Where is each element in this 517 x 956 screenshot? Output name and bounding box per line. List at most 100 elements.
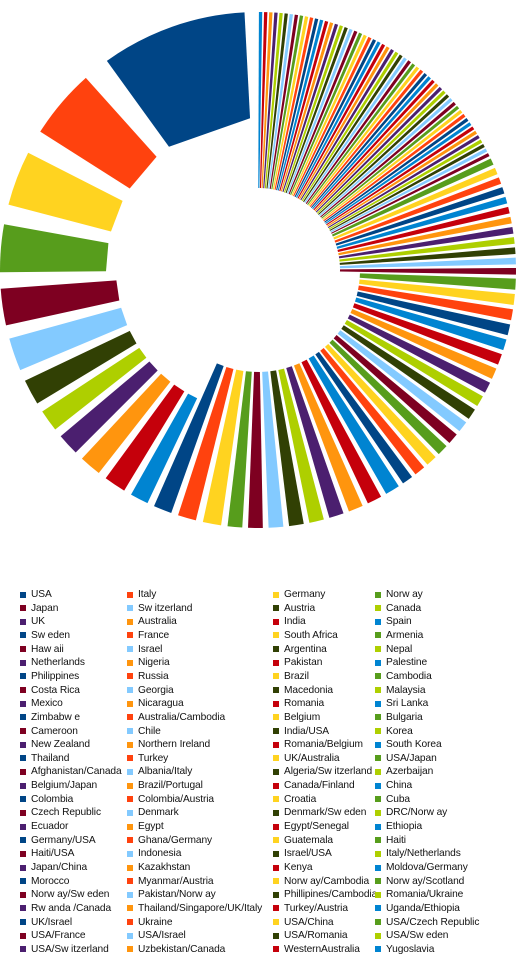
pie-slice-spain bbox=[131, 393, 198, 504]
pie-slice-australia bbox=[81, 373, 171, 474]
legend-label: Moldova/Germany bbox=[386, 862, 468, 873]
legend-label: Ghana/Germany bbox=[138, 834, 213, 846]
legend-item: Colombia bbox=[20, 793, 73, 806]
pie-slice-macedonia bbox=[341, 325, 475, 419]
legend-swatch bbox=[375, 632, 381, 639]
pie-slice-korea bbox=[339, 237, 515, 262]
legend-swatch bbox=[375, 714, 381, 721]
legend-label: Zimbabw e bbox=[31, 711, 80, 723]
legend-label: Canada bbox=[386, 602, 422, 614]
legend-label: Romania/Ukraine bbox=[386, 889, 464, 901]
pie-slice-denmark bbox=[319, 98, 453, 217]
legend-item: Sw eden bbox=[20, 629, 70, 642]
legend-swatch bbox=[127, 605, 133, 612]
pie-slice-israel-usa bbox=[303, 54, 403, 203]
legend-swatch bbox=[20, 728, 26, 734]
pie-slice-haw-aii bbox=[248, 371, 263, 528]
pie-slice-rw-anda-canada bbox=[282, 23, 339, 193]
legend-swatch bbox=[20, 741, 26, 748]
legend-swatch bbox=[127, 646, 133, 653]
legend-item: Malaysia bbox=[375, 684, 426, 697]
legend-item: Albania/Italy bbox=[127, 765, 192, 778]
legend-swatch bbox=[375, 878, 381, 885]
legend-item: Russia bbox=[127, 670, 169, 683]
legend-label: Norw ay bbox=[386, 589, 423, 600]
legend-item: UK bbox=[20, 615, 45, 628]
legend-label: Egypt bbox=[138, 821, 164, 833]
legend-item: Germany/USA bbox=[20, 834, 96, 847]
legend-item: Morocco bbox=[20, 875, 69, 888]
legend-swatch bbox=[20, 796, 26, 803]
legend-item: Haiti/USA bbox=[20, 847, 74, 860]
legend-swatch bbox=[273, 605, 279, 612]
legend-label: Australia/Cambodia bbox=[138, 711, 226, 723]
legend-label: Germany/USA bbox=[31, 834, 96, 846]
legend-swatch bbox=[375, 755, 381, 762]
legend-label: Albania/Italy bbox=[138, 766, 193, 778]
pie-slice-nicaragua bbox=[350, 309, 497, 379]
legend-swatch bbox=[127, 618, 133, 625]
pie-slice-uk bbox=[60, 361, 158, 453]
legend-swatch bbox=[273, 700, 279, 707]
pie-slice-ecuador bbox=[315, 86, 443, 213]
legend-label: Guatemala bbox=[284, 834, 333, 846]
legend-item: Norw ay/Sw eden bbox=[20, 888, 109, 901]
legend-item: USA/Romania bbox=[273, 929, 348, 942]
legend-swatch bbox=[20, 946, 26, 953]
legend-swatch bbox=[20, 768, 26, 775]
legend-item: USA bbox=[20, 588, 52, 601]
pie-slice-egypt bbox=[314, 83, 439, 212]
legend-label: UK/Israel bbox=[31, 916, 72, 928]
legend-swatch bbox=[20, 646, 26, 653]
legend-item: Japan bbox=[20, 602, 58, 615]
legend-item: Romania/Ukraine bbox=[375, 888, 463, 901]
legend-item: Netherlands bbox=[20, 656, 85, 669]
legend-label: Mexico bbox=[31, 698, 63, 710]
legend-label: DRC/Norw ay bbox=[386, 807, 448, 819]
legend-item: Austria bbox=[273, 602, 315, 615]
legend-swatch bbox=[20, 618, 26, 625]
legend-swatch bbox=[20, 700, 26, 707]
legend-swatch bbox=[20, 809, 26, 816]
legend-label: USA/Sw itzerland bbox=[31, 943, 109, 955]
legend-item: Cuba bbox=[375, 793, 410, 806]
legend-swatch bbox=[375, 591, 381, 598]
legend-swatch bbox=[127, 755, 133, 762]
legend-item: Sri Lanka bbox=[375, 697, 428, 710]
legend-swatch bbox=[375, 796, 381, 803]
legend-label: Ethiopia bbox=[386, 821, 423, 833]
legend-item: Czech Republic bbox=[20, 806, 101, 819]
pie-slice-france bbox=[178, 366, 234, 521]
pie-slice-romania-ukraine bbox=[283, 25, 343, 193]
legend-swatch bbox=[273, 919, 279, 926]
legend-label: Chile bbox=[138, 725, 161, 737]
legend-label: Pakistan bbox=[284, 657, 323, 669]
pie-slice-usa-sw-itzerland bbox=[263, 12, 278, 189]
legend-label: USA/Romania bbox=[284, 930, 348, 942]
legend-label: Armenia bbox=[386, 629, 424, 641]
legend-swatch bbox=[273, 741, 279, 748]
pie-slice-westernaustralia bbox=[259, 12, 268, 189]
legend-swatch bbox=[375, 659, 381, 666]
legend-label: Uzbekistan/Canada bbox=[138, 943, 226, 955]
pie-slice-romania-belgium bbox=[337, 206, 510, 252]
legend-swatch bbox=[375, 782, 381, 789]
legend-item: Georgia bbox=[127, 684, 174, 697]
legend-swatch bbox=[127, 796, 133, 803]
pie-slice-norw-ay-scotland bbox=[290, 32, 363, 195]
legend-item: Haiti bbox=[375, 834, 406, 847]
legend-label: Israel/USA bbox=[284, 848, 332, 860]
legend-label: Haw aii bbox=[31, 643, 64, 655]
legend-label: Sw eden bbox=[31, 629, 70, 641]
legend-item: USA/Sw itzerland bbox=[20, 943, 109, 956]
pie-slice-kazakhstan bbox=[298, 46, 390, 200]
legend-label: Russia bbox=[138, 670, 169, 682]
pie-slice-uzbekistan-canada bbox=[261, 12, 273, 189]
legend-label: Nigeria bbox=[138, 657, 170, 669]
legend-swatch bbox=[127, 850, 133, 857]
legend-label: Northern Ireland bbox=[138, 739, 211, 751]
pie-slice-canada-finland bbox=[326, 126, 475, 226]
pie-slice-thailand-singapore-uk-italy bbox=[280, 22, 334, 192]
pie-slice-brazil bbox=[324, 343, 436, 465]
legend-swatch bbox=[273, 932, 279, 939]
